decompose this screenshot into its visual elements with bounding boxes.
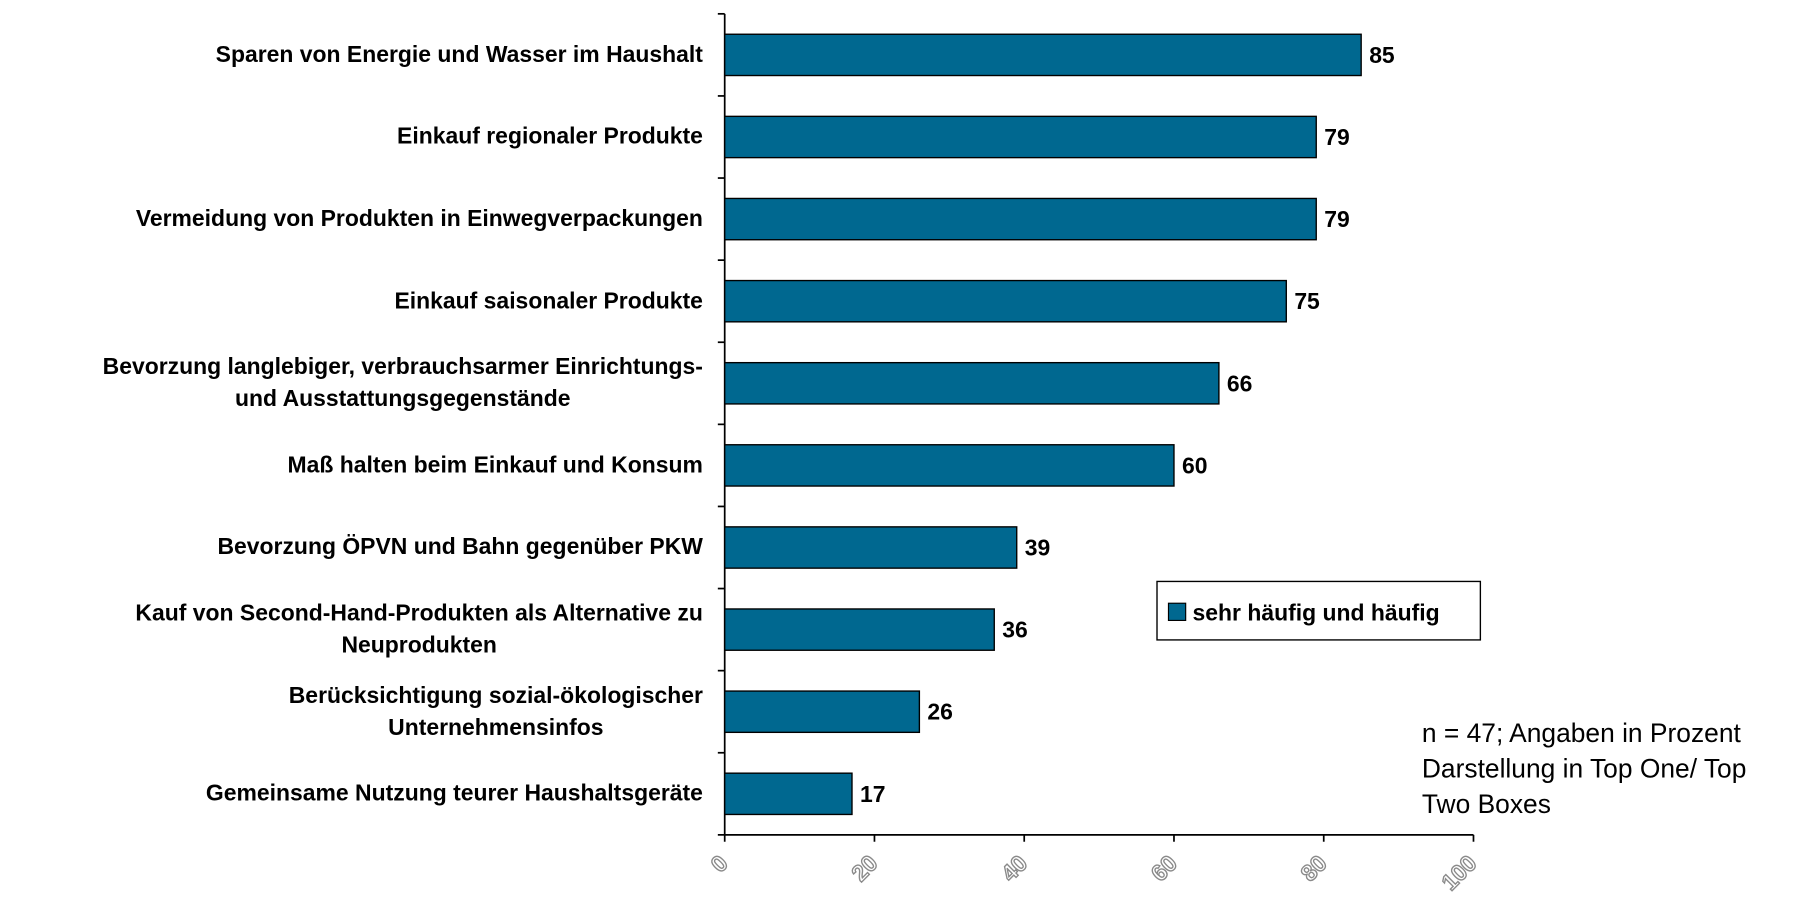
value-label: 66 xyxy=(1227,370,1253,396)
category-label: Einkauf saisonaler Produkte xyxy=(394,288,703,314)
bar xyxy=(724,444,1175,487)
value-label: 26 xyxy=(927,699,953,725)
bar xyxy=(724,772,853,816)
x-tick-label: 40 xyxy=(996,850,1032,886)
x-tick-label: 100 xyxy=(1436,850,1481,895)
category-label-box: Bevorzung ÖPVN und Bahn gegenüber PKW xyxy=(217,534,703,561)
value-label: 36 xyxy=(1002,617,1027,643)
value-label: 85 xyxy=(1369,42,1395,68)
category-label: Gemeinsame Nutzung teurer Haushaltsgerät… xyxy=(205,781,703,807)
bar xyxy=(724,279,1287,323)
x-tick-label: 0 xyxy=(705,850,732,877)
category-label-box: Bevorzung langlebiger, verbrauchsarmer E… xyxy=(102,354,703,412)
value-label: 39 xyxy=(1025,535,1051,561)
value-label: 79 xyxy=(1324,124,1350,150)
category-label-box: Einkauf saisonaler Produkte xyxy=(394,288,703,314)
bar xyxy=(724,690,921,734)
bar xyxy=(724,608,995,651)
note-box: n = 47; Angaben in Prozent Darstellung i… xyxy=(1421,717,1747,819)
category-label: Berücksichtigung sozial-ökologischer Unt… xyxy=(288,683,703,741)
category-label: Bevorzung langlebiger, verbrauchsarmer E… xyxy=(102,354,703,412)
bar xyxy=(724,115,1317,159)
category-label: Einkauf regionaler Produkte xyxy=(397,124,703,150)
category-label-box: Maß halten beim Einkauf und Konsum xyxy=(287,452,703,479)
note: n = 47; Angaben in Prozent Darstellung i… xyxy=(1421,717,1747,819)
value-label: 60 xyxy=(1182,452,1208,478)
category-label-box: Berücksichtigung sozial-ökologischer Unt… xyxy=(288,683,703,741)
category-label: Kauf von Second-Hand-Produkten als Alter… xyxy=(135,600,703,659)
bar xyxy=(724,361,1220,405)
category-label: Bevorzung ÖPVN und Bahn gegenüber PKW xyxy=(217,534,703,561)
x-tick-label: 60 xyxy=(1146,850,1182,886)
category-label: Maß halten beim Einkauf und Konsum xyxy=(287,452,703,479)
x-tick-label: 80 xyxy=(1295,850,1331,886)
category-label: Sparen von Energie und Wasser im Haushal… xyxy=(215,42,703,68)
category-label-box: Sparen von Energie und Wasser im Haushal… xyxy=(215,42,703,68)
bar xyxy=(724,197,1317,241)
legend-box xyxy=(1156,580,1482,641)
legend-label: sehr häufig und häufig xyxy=(1193,599,1440,625)
category-label-box: Einkauf regionaler Produkte xyxy=(397,124,703,150)
legend-swatch xyxy=(1167,602,1187,622)
bar xyxy=(724,33,1362,77)
category-label-box: Vermeidung von Produkten in Einwegverpac… xyxy=(135,206,703,232)
x-tick-label: 20 xyxy=(846,850,882,886)
value-label: 75 xyxy=(1294,288,1320,314)
category-label-box: Gemeinsame Nutzung teurer Haushaltsgerät… xyxy=(205,781,703,807)
value-label: 79 xyxy=(1324,206,1350,232)
category-label-box: Kauf von Second-Hand-Produkten als Alter… xyxy=(135,600,703,659)
value-label: 17 xyxy=(860,781,886,807)
bar xyxy=(724,526,1018,569)
category-label: Vermeidung von Produkten in Einwegverpac… xyxy=(135,206,703,232)
